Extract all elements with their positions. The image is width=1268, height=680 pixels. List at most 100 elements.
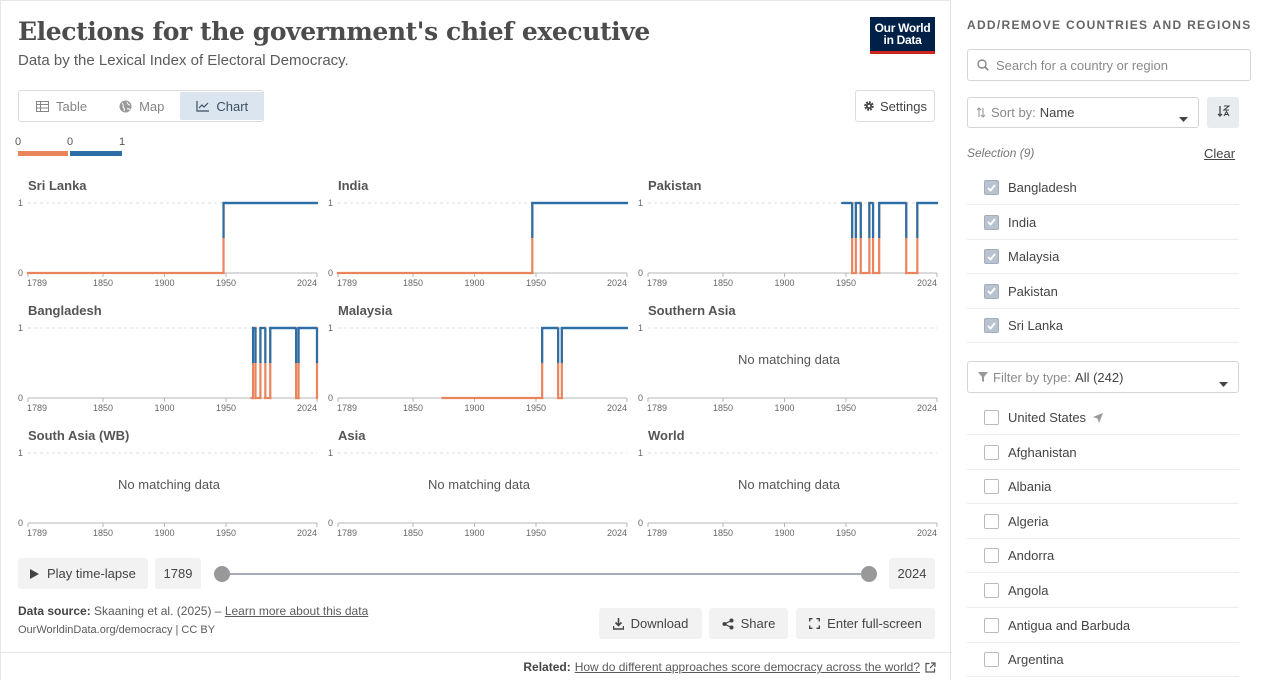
- start-year-input[interactable]: 1789: [155, 558, 201, 589]
- checkbox-unchecked[interactable]: [984, 652, 999, 668]
- x-tick-label: 1950: [216, 528, 236, 538]
- tab-table[interactable]: Table: [20, 92, 103, 120]
- facet-plot: 0 1 1789 1850 1900 1950 2024: [328, 448, 628, 538]
- checkbox-unchecked[interactable]: [984, 444, 999, 460]
- fullscreen-button[interactable]: Enter full-screen: [796, 608, 935, 639]
- legend-bin-high[interactable]: [70, 151, 122, 156]
- facet-title[interactable]: Sri Lanka: [28, 178, 87, 193]
- x-tick-label: 1789: [27, 278, 47, 288]
- x-tick-label: 1900: [464, 278, 484, 288]
- y-tick-label: 1: [328, 323, 333, 333]
- item-label: Sri Lanka: [1008, 318, 1063, 334]
- search-input[interactable]: [996, 57, 1236, 73]
- selected-item[interactable]: Malaysia: [967, 240, 1239, 275]
- selected-item[interactable]: Sri Lanka: [967, 309, 1239, 344]
- available-item[interactable]: United States: [967, 401, 1239, 435]
- item-label: United States: [1008, 410, 1087, 425]
- selected-item[interactable]: India: [967, 206, 1239, 240]
- x-tick-label: 1950: [836, 528, 856, 538]
- available-item[interactable]: Andorra: [967, 539, 1239, 574]
- expand-icon: [809, 618, 821, 629]
- y-tick-label: 1: [18, 448, 23, 458]
- checkbox-checked[interactable]: [984, 283, 999, 299]
- checkmark-icon: [987, 287, 996, 296]
- facet-title[interactable]: Malaysia: [338, 303, 393, 318]
- owid-logo[interactable]: Our World in Data: [870, 17, 935, 54]
- download-button[interactable]: Download: [599, 608, 702, 639]
- available-item[interactable]: Antigua and Barbuda: [967, 609, 1239, 643]
- x-tick-label: 2024: [917, 403, 937, 413]
- checkbox-unchecked[interactable]: [984, 583, 999, 598]
- checkbox-checked[interactable]: [984, 318, 999, 334]
- play-timelapse-button[interactable]: Play time-lapse: [18, 558, 148, 589]
- tab-chart[interactable]: Chart: [180, 92, 265, 120]
- y-tick-label: 0: [18, 268, 23, 278]
- item-label: Bangladesh: [1008, 180, 1077, 195]
- checkbox-checked[interactable]: [984, 214, 999, 230]
- item-label: Angola: [1008, 583, 1049, 598]
- clear-selection-button[interactable]: Clear: [1204, 146, 1236, 161]
- x-tick-label: 1789: [647, 528, 667, 538]
- facet-title[interactable]: Southern Asia: [648, 303, 736, 318]
- available-item[interactable]: Algeria: [967, 505, 1239, 539]
- available-item[interactable]: Afghanistan: [967, 436, 1239, 470]
- selection-count: Selection (9): [967, 146, 1035, 160]
- facet-title[interactable]: India: [338, 178, 369, 193]
- checkbox-unchecked[interactable]: [984, 410, 999, 425]
- source-text: Skaaning et al. (2025) –: [94, 604, 222, 618]
- globe-icon: [119, 100, 132, 113]
- end-year-input[interactable]: 2024: [889, 558, 935, 589]
- sort-order-button[interactable]: [1207, 97, 1239, 128]
- x-tick-label: 2024: [607, 403, 627, 413]
- location-arrow-icon: [1093, 412, 1104, 423]
- facet-title[interactable]: World: [648, 428, 685, 443]
- x-tick-label: 2024: [297, 528, 317, 538]
- x-tick-label: 1850: [93, 528, 113, 538]
- x-tick-label: 1850: [93, 278, 113, 288]
- related-label: Related:: [523, 660, 571, 674]
- y-tick-label: 1: [18, 323, 23, 333]
- start-year-handle[interactable]: [214, 566, 230, 582]
- sort-by-select[interactable]: Sort by: Name: [967, 97, 1199, 128]
- checkbox-checked[interactable]: [984, 180, 999, 195]
- selected-item[interactable]: Pakistan: [967, 275, 1239, 309]
- timeline: Play time-lapse 1789 2024: [18, 558, 935, 589]
- checkbox-unchecked[interactable]: [984, 617, 999, 633]
- facet-india: India 0 1 1789 1850 1900 1950 2024: [324, 176, 634, 301]
- x-tick-label: 1789: [27, 403, 47, 413]
- license-text[interactable]: OurWorldinData.org/democracy | CC BY: [18, 624, 216, 636]
- x-tick-label: 1789: [337, 528, 357, 538]
- settings-button[interactable]: Settings: [855, 90, 935, 122]
- x-tick-label: 1900: [774, 278, 794, 288]
- tab-map[interactable]: Map: [103, 92, 180, 120]
- facet-malaysia: Malaysia 0 1 1789 1850 1900 1950 2024: [324, 301, 634, 426]
- checkbox-unchecked[interactable]: [984, 479, 999, 495]
- timeline-slider-track[interactable]: [222, 573, 869, 575]
- caret-down-icon: [1219, 375, 1228, 390]
- facet-title[interactable]: South Asia (WB): [28, 428, 130, 443]
- x-tick-label: 1900: [154, 528, 174, 538]
- y-tick-label: 1: [328, 198, 333, 208]
- facet-plot: 0 1 1789 1850 1900 1950 2024: [18, 448, 318, 538]
- x-tick-label: 1900: [154, 278, 174, 288]
- available-item[interactable]: Angola: [967, 574, 1239, 608]
- learn-more-link[interactable]: Learn more about this data: [224, 604, 369, 618]
- facet-title[interactable]: Bangladesh: [28, 303, 102, 318]
- y-tick-label: 0: [638, 268, 643, 278]
- x-tick-label: 1850: [403, 403, 423, 413]
- end-year-handle[interactable]: [861, 566, 877, 582]
- checkbox-checked[interactable]: [984, 249, 999, 265]
- checkbox-unchecked[interactable]: [984, 513, 999, 529]
- fullscreen-label: Enter full-screen: [827, 616, 922, 631]
- available-item[interactable]: Argentina: [967, 643, 1239, 678]
- available-item[interactable]: Albania: [967, 470, 1239, 505]
- checkbox-unchecked[interactable]: [984, 548, 999, 564]
- facet-title[interactable]: Asia: [338, 428, 366, 443]
- facet-title[interactable]: Pakistan: [648, 178, 702, 193]
- tab-map-label: Map: [139, 98, 165, 114]
- filter-by-type-select[interactable]: Filter by type: All (242): [967, 361, 1239, 393]
- share-button[interactable]: Share: [709, 608, 788, 639]
- legend-bin-low[interactable]: [18, 151, 68, 156]
- related-link[interactable]: How do different approaches score democr…: [574, 660, 920, 674]
- selected-item[interactable]: Bangladesh: [967, 171, 1239, 205]
